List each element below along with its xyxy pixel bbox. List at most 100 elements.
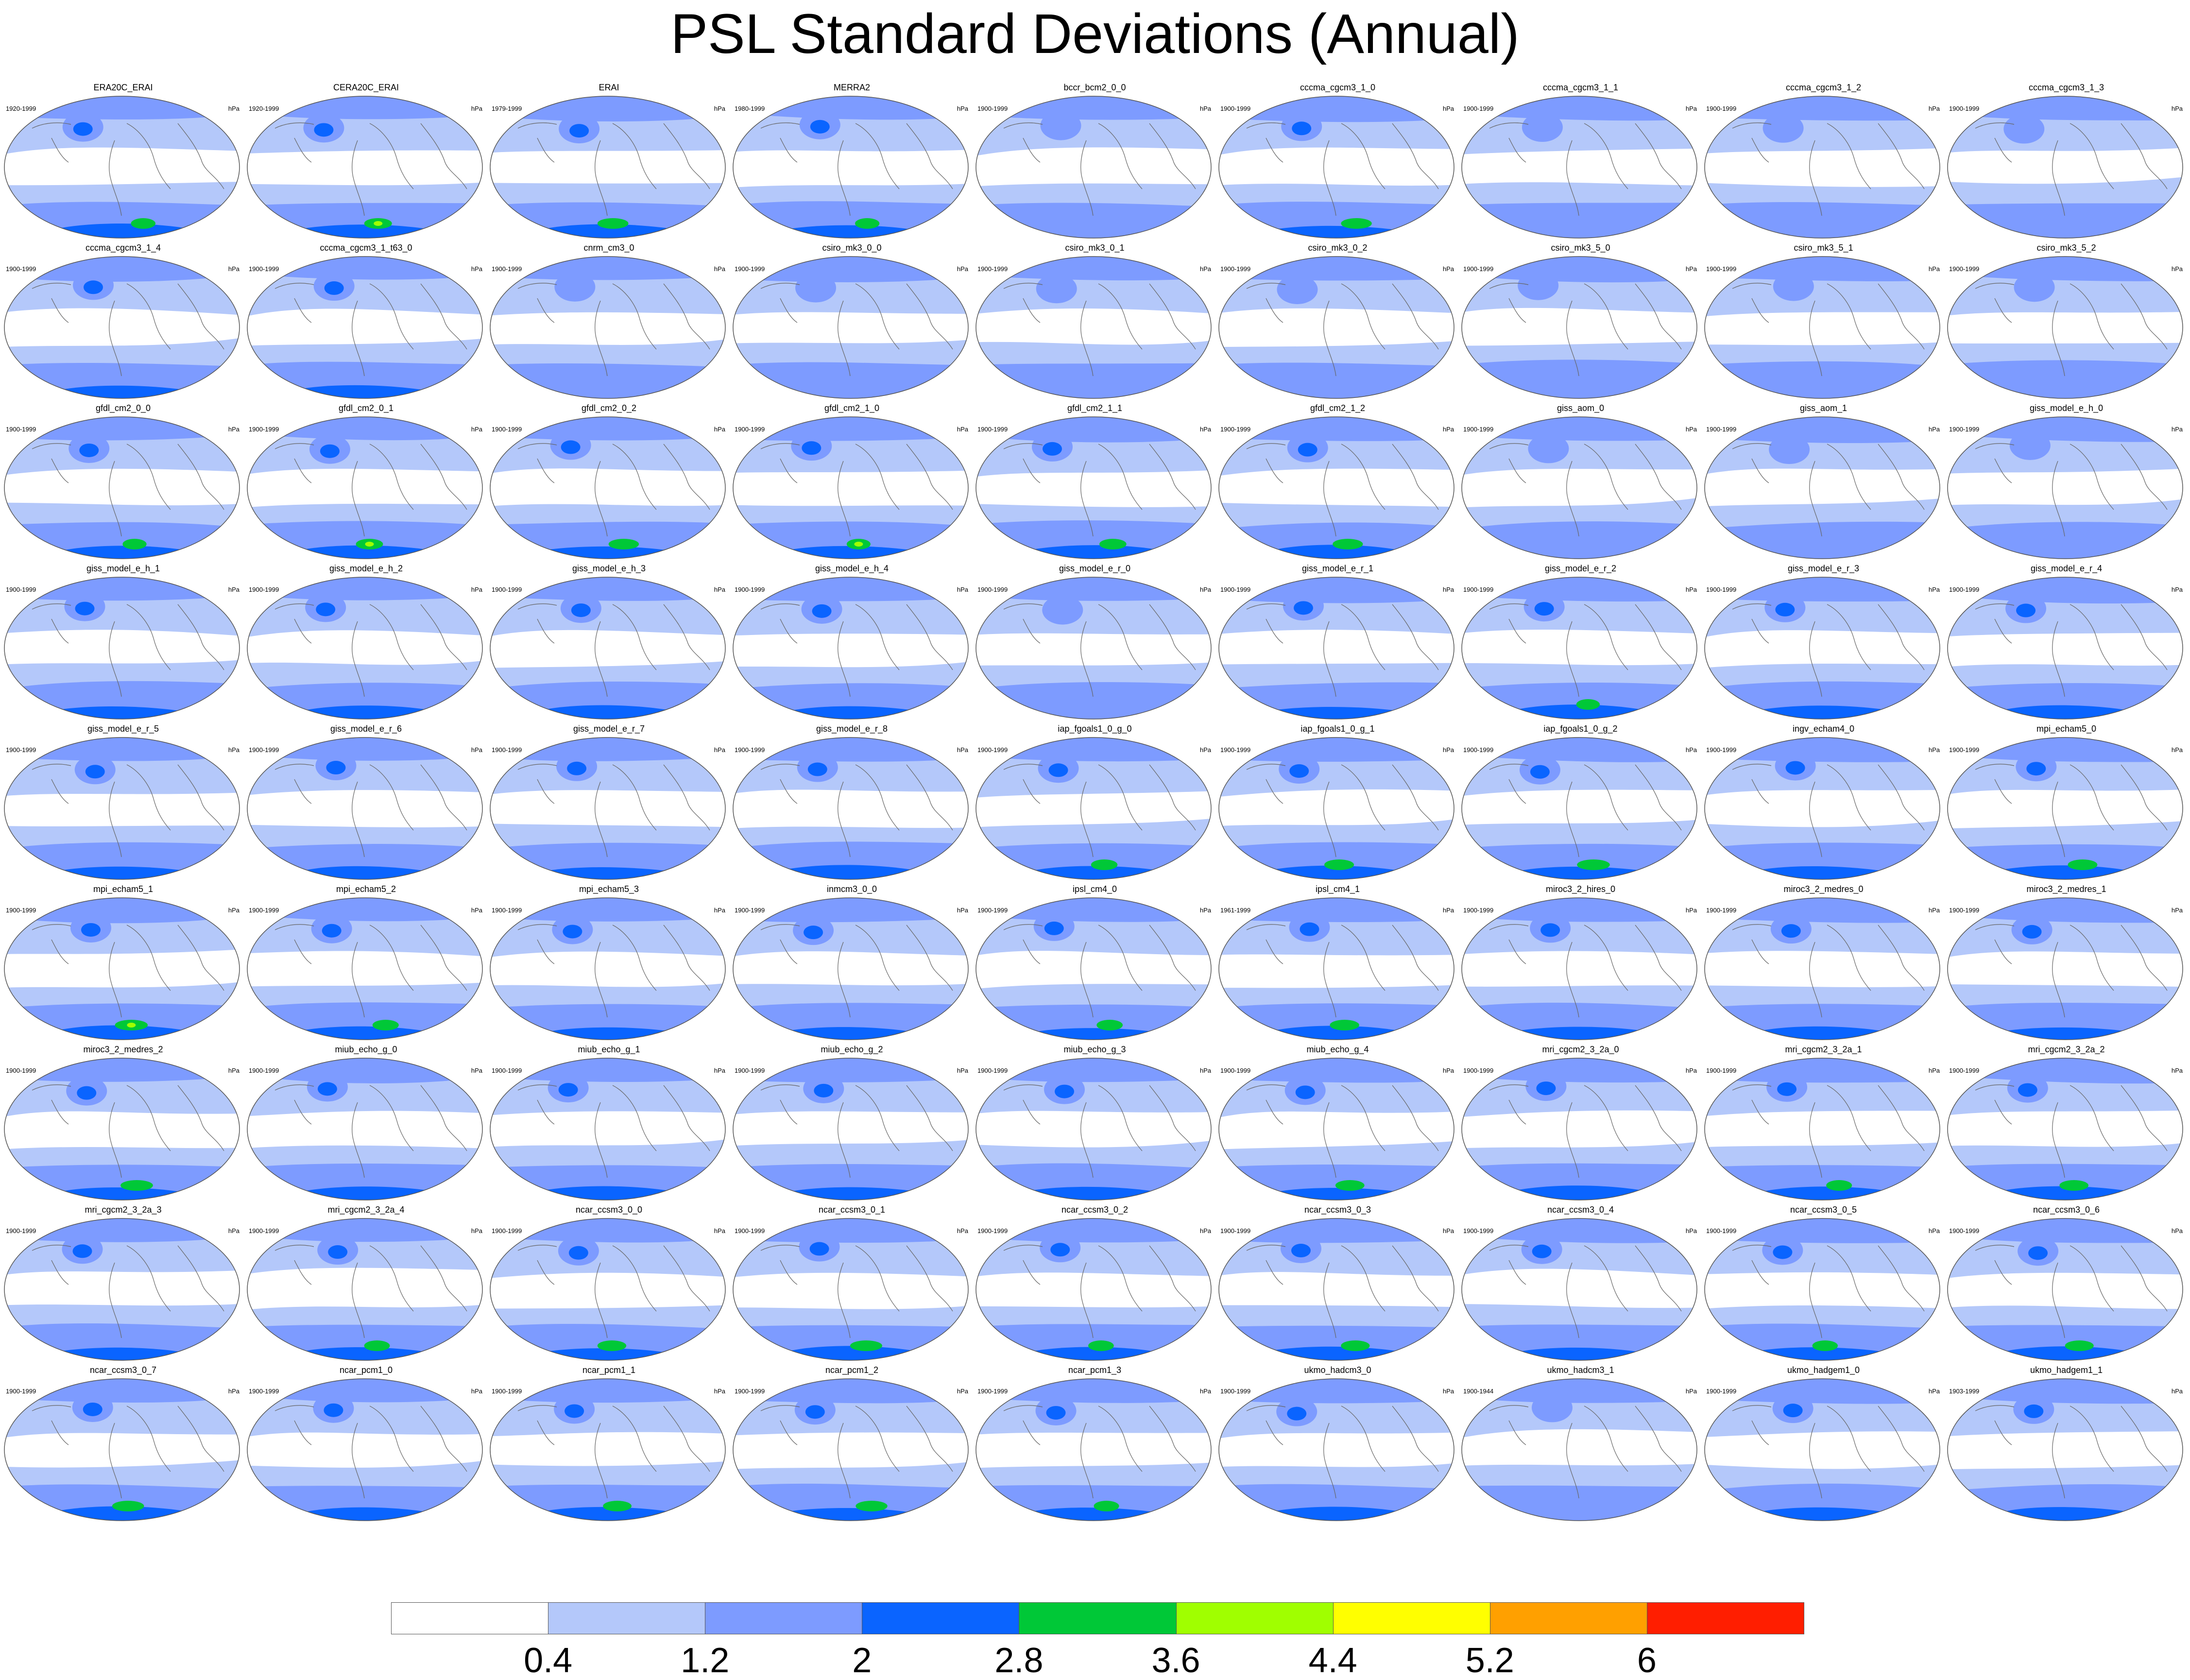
map-border <box>4 577 240 720</box>
map-border <box>733 416 969 559</box>
coastline <box>109 1262 122 1338</box>
coastline <box>1827 283 1871 350</box>
coastline <box>369 925 414 991</box>
coastline <box>855 1245 900 1312</box>
map-contour <box>1461 1218 1697 1361</box>
coastline <box>1994 1420 2012 1445</box>
coastline <box>838 1423 851 1499</box>
panel-period: 1900-1999 <box>735 265 765 273</box>
panel-period: 1900-1999 <box>492 265 522 273</box>
panel-title: MERRA2 <box>833 83 870 92</box>
map-border <box>1704 897 1940 1040</box>
coastline <box>1003 1084 1043 1091</box>
coastline <box>1080 621 1094 697</box>
coastline <box>1392 604 1439 670</box>
coastline <box>906 283 953 350</box>
coastline <box>1266 618 1283 644</box>
contour-level-0 <box>1948 789 2183 829</box>
contour-level-4 <box>1099 539 1127 549</box>
map-border <box>1461 96 1697 239</box>
contour-level-4 <box>1335 1180 1365 1191</box>
coastline <box>2052 781 2065 857</box>
map-contour <box>1704 737 1940 880</box>
coastline <box>1994 458 2012 483</box>
contour-level-3 <box>1291 1244 1311 1258</box>
coastline <box>51 618 69 644</box>
coastline <box>1566 1262 1579 1338</box>
coastline <box>1508 137 1526 163</box>
coastline <box>1566 140 1579 216</box>
coastline <box>369 444 414 510</box>
panel-unit: hPa <box>1685 1227 1697 1234</box>
panel-unit: hPa <box>471 746 482 754</box>
contour-level-3 <box>568 1246 588 1260</box>
coastline <box>595 300 608 377</box>
map-border <box>1218 1058 1454 1200</box>
panel-period: 1920-1999 <box>249 105 279 112</box>
panel-unit: hPa <box>1928 105 1940 112</box>
panel-unit: hPa <box>1199 265 1211 273</box>
map-panel: iap_fgoals1_0_g_2 1900-1999 hPa <box>1460 724 1701 884</box>
contour-level-3 <box>1287 1406 1307 1421</box>
coastline <box>517 1245 557 1251</box>
map-contour <box>1218 577 1454 720</box>
coastline <box>1098 1245 1143 1312</box>
panel-period: 1900-1999 <box>1463 1067 1494 1074</box>
map-contour <box>490 1058 726 1200</box>
panel-title: ukmo_hadcm3_0 <box>1304 1365 1371 1375</box>
coastline <box>274 764 314 770</box>
coastline <box>780 618 798 644</box>
panel-title: giss_model_e_h_2 <box>329 564 403 573</box>
map-border <box>1461 577 1697 720</box>
panel-period: 1900-1999 <box>1220 426 1251 433</box>
contour-level-2 <box>733 737 968 762</box>
coastline <box>1003 283 1043 289</box>
map-border <box>490 1058 726 1200</box>
map-border <box>733 256 969 399</box>
contour-level-0 <box>247 1432 482 1468</box>
map-border <box>490 897 726 1040</box>
panel-period: 1900-1999 <box>249 586 279 593</box>
contour-level-4 <box>1812 1340 1838 1351</box>
coastline <box>612 1245 657 1312</box>
map-border <box>975 256 1212 399</box>
coastline <box>2070 123 2114 189</box>
coastline <box>126 1245 171 1312</box>
panel-title: cccma_cgcm3_1_2 <box>1785 83 1862 92</box>
coastline <box>126 1085 171 1151</box>
coastline <box>663 1245 710 1312</box>
panel-unit: hPa <box>2171 1067 2183 1074</box>
coastline <box>1584 123 1628 189</box>
coastline <box>1246 283 1286 289</box>
panel-period: 1900-1999 <box>6 265 36 273</box>
map-border <box>247 256 483 399</box>
panel-period: 1900-1999 <box>1949 586 1980 593</box>
contour-level-2 <box>247 737 482 761</box>
contour-level-0 <box>247 951 482 987</box>
contour-level-3 <box>1043 442 1062 456</box>
coastline <box>1584 1245 1628 1312</box>
panel-unit: hPa <box>228 1227 240 1234</box>
contour-level-2 <box>1036 274 1077 304</box>
coastline <box>177 444 224 510</box>
panel-period: 1900-1999 <box>977 586 1008 593</box>
panel-title: giss_model_e_r_4 <box>2030 564 2103 573</box>
coastline <box>1732 1245 1772 1251</box>
map-panel: giss_model_e_r_3 1900-1999 hPa <box>1703 564 1944 724</box>
coastline <box>1023 618 1041 644</box>
coastline <box>906 1085 953 1151</box>
map-panel: miub_echo_g_0 1900-1999 hPa <box>246 1045 486 1205</box>
panel-period: 1900-1999 <box>1706 1227 1737 1234</box>
panel-period: 1961-1999 <box>1220 907 1251 914</box>
map-contour <box>490 577 726 720</box>
panel-unit: hPa <box>1442 586 1454 593</box>
contour-level-2 <box>1705 202 1940 238</box>
contour-level-0 <box>4 630 240 665</box>
contour-level-2 <box>1462 521 1697 559</box>
map-panel: miroc3_2_medres_0 1900-1999 hPa <box>1703 884 1944 1045</box>
map-panel: gfdl_cm2_1_2 1900-1999 hPa <box>1217 403 1458 564</box>
map-border <box>4 1058 240 1200</box>
panel-title: ingv_echam4_0 <box>1792 724 1855 734</box>
map-panel: cccma_cgcm3_1_4 1900-1999 hPa <box>3 243 243 403</box>
contour-level-0 <box>490 468 725 506</box>
